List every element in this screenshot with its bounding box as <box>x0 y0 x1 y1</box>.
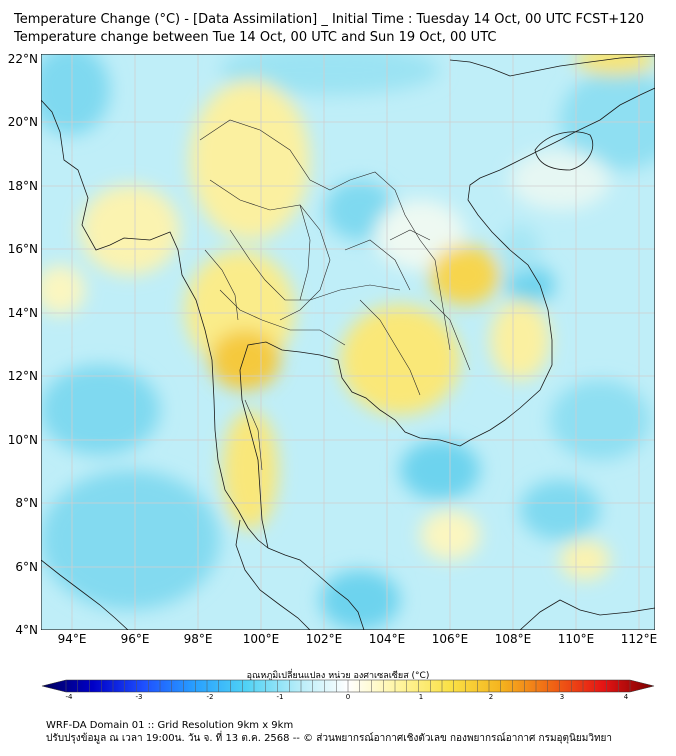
field-cyan-sea-1 <box>41 365 160 455</box>
lat-label-8: 8°N <box>15 496 38 510</box>
borneo-edge <box>519 599 655 630</box>
colorbar-tick-neg1: -1 <box>276 693 284 701</box>
lat-label-6: 6°N <box>15 560 38 574</box>
lon-label-108: 108°E <box>494 632 532 646</box>
colorbar-tick-3: 3 <box>559 693 565 701</box>
lat-label-16: 16°N <box>7 242 38 256</box>
field-yellow-south <box>560 540 610 580</box>
field-yellow-ne <box>575 54 655 75</box>
lat-label-4: 4°N <box>15 623 38 637</box>
field-cyan-sea-6 <box>520 480 600 540</box>
field-cyan-sea-3 <box>400 440 480 500</box>
footer-model-info: WRF-DA Domain 01 :: Grid Resolution 9km … <box>46 720 294 731</box>
temperature-field <box>41 54 655 630</box>
lat-label-18: 18°N <box>7 179 38 193</box>
field-cyan-east-top <box>560 70 655 170</box>
field-cyan-vn <box>505 265 555 305</box>
coast-peninsula-west <box>235 519 311 630</box>
lon-label-96: 96°E <box>120 632 150 646</box>
field-yellow-west <box>41 265 85 315</box>
admin-borders <box>199 119 471 471</box>
footer-update-info: ปรับปรุงข้อมูล ณ เวลา 19:00น. วัน จ. ที่… <box>46 733 613 744</box>
lon-label-106: 106°E <box>431 632 469 646</box>
lat-label-20: 20°N <box>7 115 38 129</box>
colorbar-title: อุณหภูมิเปลี่ยนแปลง หน่วย องศาเซลเซียส (… <box>246 671 430 681</box>
hainan <box>534 131 594 171</box>
lon-label-104: 104°E <box>368 632 406 646</box>
field-yellow-vn-south <box>490 300 550 380</box>
lat-label-12: 12°N <box>7 369 38 383</box>
chart-title: Temperature Change (°C) - [Data Assimila… <box>14 12 644 27</box>
field-cyan-sea-7 <box>500 225 540 275</box>
field-cyan-sea-5 <box>550 380 650 460</box>
colorbar-tick-4: 4 <box>623 693 629 701</box>
field-yellow-peninsula <box>222 410 278 530</box>
field-yellow-myanmar <box>80 185 180 275</box>
field-cyan-sea-4 <box>320 570 400 630</box>
lon-label-110: 110°E <box>557 632 595 646</box>
colorbar-tick-neg2: -2 <box>206 693 214 701</box>
coast-gulf <box>239 159 553 549</box>
chart-subtitle: Temperature change between Tue 14 Oct, 0… <box>14 30 497 45</box>
field-cyan-west-top <box>41 54 110 135</box>
lon-label-102: 102°E <box>305 632 343 646</box>
lat-label-10: 10°N <box>7 433 38 447</box>
field-yellow-north <box>190 80 310 240</box>
coast-peninsula <box>267 547 365 630</box>
field-yellow-east <box>430 245 500 305</box>
field-yellow-cambodia <box>340 305 460 415</box>
colorbar-tick-1: 1 <box>418 693 424 701</box>
lat-label-14: 14°N <box>7 306 38 320</box>
coast-vietnam-north <box>519 87 655 161</box>
lon-label-100: 100°E <box>242 632 280 646</box>
colorbar-tick-2: 2 <box>488 693 494 701</box>
colorbar-tick-0: 0 <box>345 693 351 701</box>
field-cyan-sea-2 <box>41 470 220 610</box>
coast-south-china-north <box>449 55 655 77</box>
field-cyan-north <box>220 54 440 95</box>
lon-label-112: 112°E <box>620 632 658 646</box>
lon-label-94: 94°E <box>57 632 87 646</box>
lat-label-22: 22°N <box>7 52 38 66</box>
field-yellow-core <box>210 330 280 390</box>
colorbar-tick-neg4: -4 <box>65 693 73 701</box>
coast-myanmar-west <box>41 99 269 549</box>
lon-label-98: 98°E <box>183 632 213 646</box>
sumatra-edge <box>41 559 129 630</box>
field-pale-2 <box>510 150 610 210</box>
temperature-change-map <box>41 54 655 630</box>
coastlines <box>41 55 655 630</box>
colorbar-tick-neg3: -3 <box>135 693 143 701</box>
